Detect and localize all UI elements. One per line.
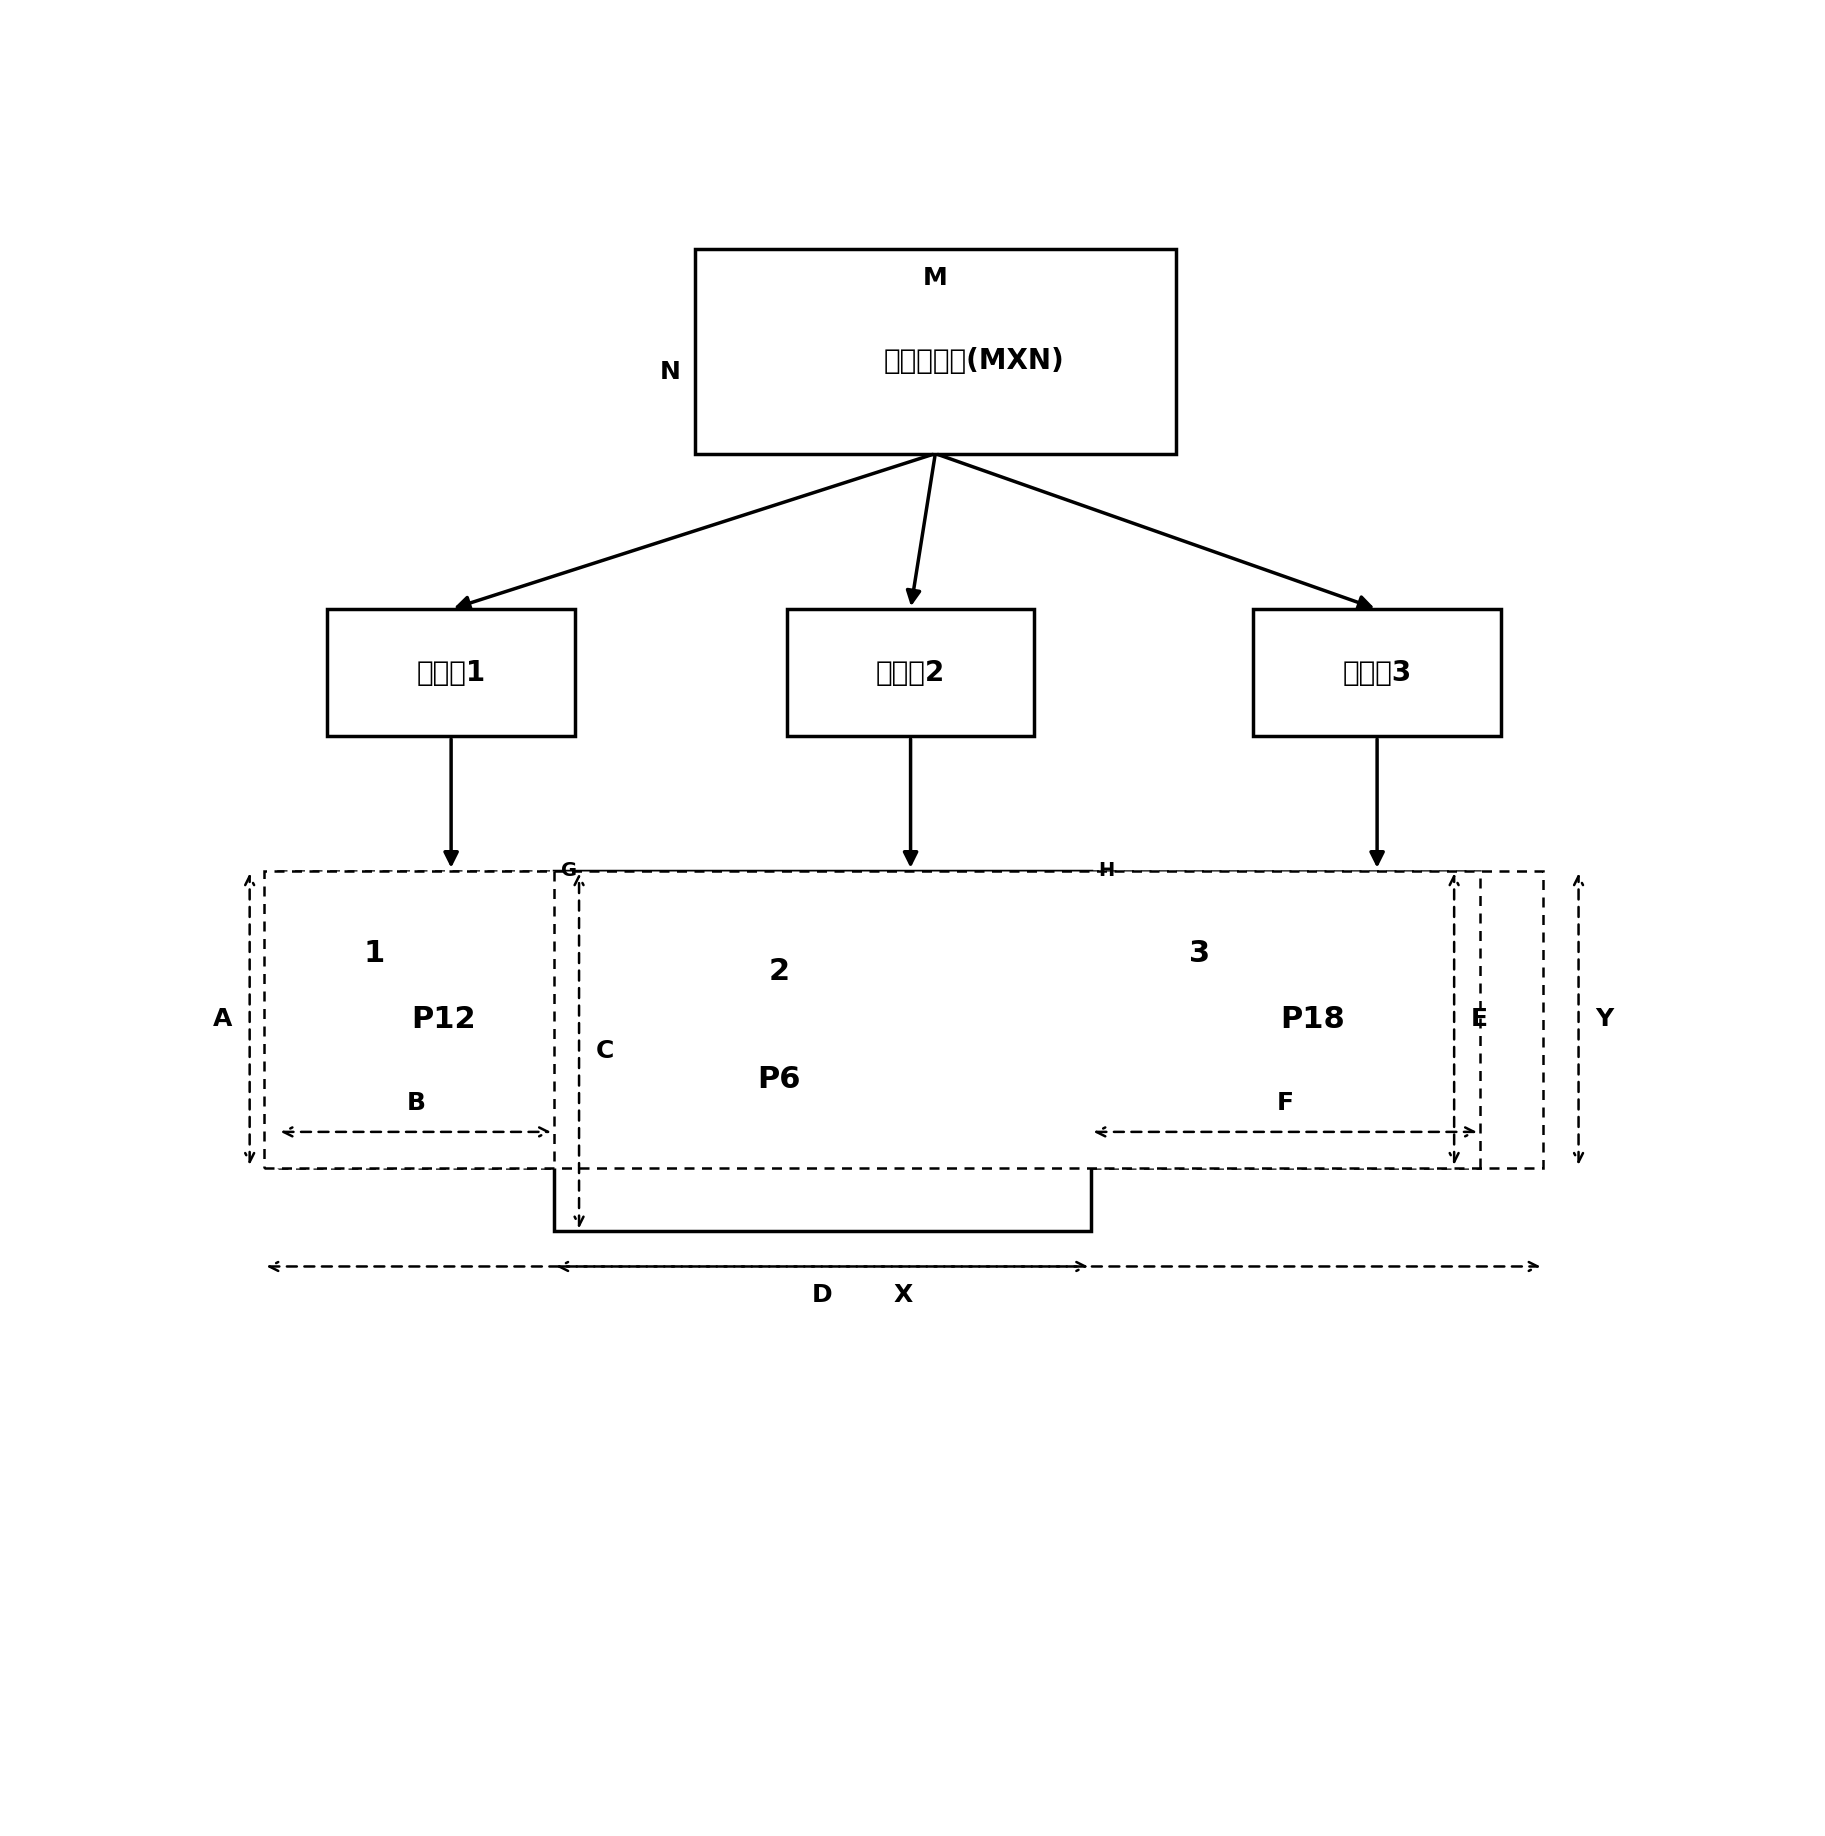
Bar bbox=[1254, 610, 1500, 736]
Text: 处理器3: 处理器3 bbox=[1343, 659, 1413, 687]
Text: 处理器2: 处理器2 bbox=[876, 659, 945, 687]
Text: N: N bbox=[661, 360, 681, 384]
Text: X: X bbox=[894, 1283, 912, 1307]
Text: H: H bbox=[1099, 861, 1113, 879]
Bar bbox=[265, 870, 1544, 1168]
Text: 输入信号源(MXN): 输入信号源(MXN) bbox=[883, 347, 1064, 375]
Text: P6: P6 bbox=[757, 1065, 801, 1094]
Text: A: A bbox=[214, 1008, 234, 1032]
Text: G: G bbox=[560, 861, 577, 879]
Text: B: B bbox=[407, 1091, 425, 1114]
Text: 2: 2 bbox=[768, 957, 790, 986]
Text: E: E bbox=[1471, 1008, 1487, 1032]
Bar bbox=[277, 870, 553, 1168]
Text: F: F bbox=[1278, 1091, 1294, 1114]
Text: D: D bbox=[812, 1283, 832, 1307]
Text: 1: 1 bbox=[363, 940, 385, 968]
Bar bbox=[787, 610, 1035, 736]
Text: C: C bbox=[597, 1039, 615, 1063]
Text: P18: P18 bbox=[1279, 1004, 1345, 1034]
Text: 3: 3 bbox=[1190, 940, 1210, 968]
Text: Y: Y bbox=[1595, 1008, 1613, 1032]
Bar bbox=[1091, 870, 1480, 1168]
Text: M: M bbox=[923, 266, 947, 290]
Bar bbox=[553, 870, 1091, 1232]
Text: 处理器1: 处理器1 bbox=[416, 659, 485, 687]
Bar bbox=[695, 248, 1175, 453]
Text: P12: P12 bbox=[411, 1004, 476, 1034]
Bar bbox=[327, 610, 575, 736]
